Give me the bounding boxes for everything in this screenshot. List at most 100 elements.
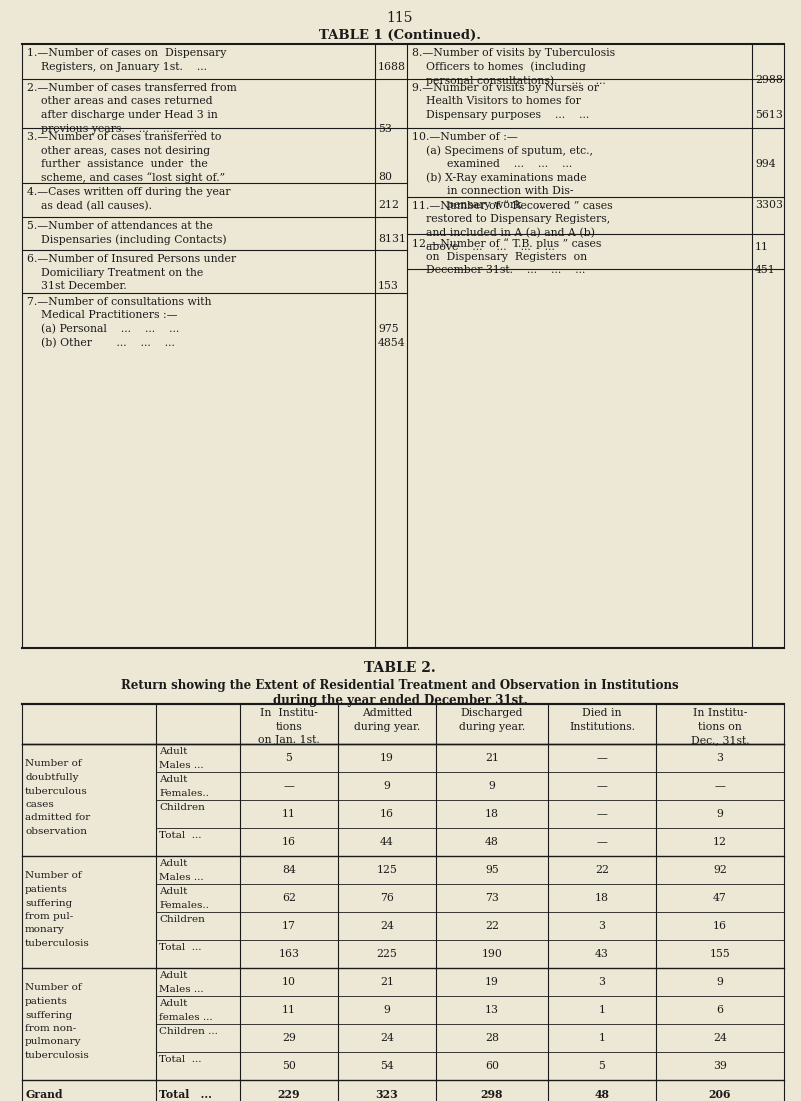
Text: Males ...: Males ... [159, 984, 203, 993]
Text: 9: 9 [717, 977, 723, 986]
Text: 53: 53 [378, 123, 392, 133]
Text: tions on: tions on [698, 721, 742, 731]
Text: —: — [597, 781, 607, 791]
Text: 298: 298 [481, 1089, 503, 1100]
Text: —: — [284, 781, 295, 791]
Text: personal consultations).    ...    ...: personal consultations). ... ... [412, 75, 606, 86]
Text: Children: Children [159, 803, 205, 811]
Text: 22: 22 [595, 865, 609, 875]
Text: 994: 994 [755, 159, 775, 168]
Text: 95: 95 [485, 865, 499, 875]
Text: (a) Specimens of sputum, etc.,: (a) Specimens of sputum, etc., [412, 145, 593, 156]
Text: 80: 80 [378, 173, 392, 183]
Text: Number of: Number of [25, 760, 82, 768]
Text: and included in A (a) and A (b): and included in A (a) and A (b) [412, 228, 595, 238]
Text: 16: 16 [380, 809, 394, 819]
Text: —: — [714, 781, 726, 791]
Text: from non-: from non- [25, 1024, 76, 1033]
Text: from pul-: from pul- [25, 912, 73, 922]
Text: 16: 16 [282, 837, 296, 847]
Text: 206: 206 [709, 1089, 731, 1100]
Text: examined    ...    ...    ...: examined ... ... ... [412, 159, 572, 168]
Text: Dec., 31st.: Dec., 31st. [690, 735, 749, 745]
Text: 4854: 4854 [378, 338, 405, 348]
Text: above    ...    ...    ...    ...: above ... ... ... ... [412, 241, 555, 251]
Text: Number of: Number of [25, 872, 82, 881]
Text: 24: 24 [380, 1033, 394, 1043]
Text: pensary work    ...    ...: pensary work ... ... [412, 199, 570, 209]
Text: Adult: Adult [159, 999, 187, 1009]
Text: on  Dispensary  Registers  on: on Dispensary Registers on [412, 251, 587, 262]
Text: tuberculosis: tuberculosis [25, 939, 90, 948]
Text: 12: 12 [713, 837, 727, 847]
Text: —: — [597, 809, 607, 819]
Text: 21: 21 [485, 753, 499, 763]
Text: Children: Children [159, 915, 205, 924]
Text: 5: 5 [598, 1061, 606, 1071]
Text: Males ...: Males ... [159, 761, 203, 770]
Text: other areas, cases not desiring: other areas, cases not desiring [27, 145, 210, 155]
Text: Number of: Number of [25, 983, 82, 992]
Text: 24: 24 [380, 922, 394, 931]
Text: Officers to homes  (including: Officers to homes (including [412, 62, 586, 72]
Text: 115: 115 [387, 11, 413, 25]
Text: 1: 1 [598, 1033, 606, 1043]
Text: 18: 18 [595, 893, 609, 903]
Text: Children ...: Children ... [159, 1027, 218, 1036]
Text: 31st December.: 31st December. [27, 281, 127, 291]
Text: 50: 50 [282, 1061, 296, 1071]
Text: In Institu-: In Institu- [693, 708, 747, 718]
Text: Return showing the Extent of Residential Treatment and Observation in Institutio: Return showing the Extent of Residential… [121, 679, 678, 693]
Text: 229: 229 [278, 1089, 300, 1100]
Text: 3: 3 [598, 977, 606, 986]
Text: 19: 19 [485, 977, 499, 986]
Text: December 31st.    ...    ...    ...: December 31st. ... ... ... [412, 265, 586, 275]
Text: 8.—Number of visits by Tuberculosis: 8.—Number of visits by Tuberculosis [412, 48, 615, 58]
Text: Adult: Adult [159, 887, 187, 896]
Text: 24: 24 [713, 1033, 727, 1043]
Text: 11.—Number of “ Recovered ” cases: 11.—Number of “ Recovered ” cases [412, 201, 613, 211]
Text: (a) Personal    ...    ...    ...: (a) Personal ... ... ... [27, 324, 179, 335]
Text: Dispensaries (including Contacts): Dispensaries (including Contacts) [27, 235, 227, 246]
Text: 2.—Number of cases transferred from: 2.—Number of cases transferred from [27, 83, 237, 92]
Text: 225: 225 [376, 949, 397, 959]
Text: 6: 6 [717, 1005, 723, 1015]
Text: 48: 48 [485, 837, 499, 847]
Text: 21: 21 [380, 977, 394, 986]
Text: 125: 125 [376, 865, 397, 875]
Text: Adult: Adult [159, 775, 187, 784]
Text: Died in: Died in [582, 708, 622, 718]
Text: In  Institu-: In Institu- [260, 708, 318, 718]
Text: cases: cases [25, 800, 54, 809]
Text: 1688: 1688 [378, 62, 406, 72]
Text: patients: patients [25, 998, 68, 1006]
Text: 190: 190 [481, 949, 502, 959]
Text: 3303: 3303 [755, 199, 783, 209]
Text: Medical Practitioners :—: Medical Practitioners :— [27, 310, 178, 320]
Text: TABLE 1 (Continued).: TABLE 1 (Continued). [319, 29, 481, 42]
Text: 212: 212 [378, 200, 399, 210]
Text: 19: 19 [380, 753, 394, 763]
Text: admitted for: admitted for [25, 814, 91, 822]
Text: 6.—Number of Insured Persons under: 6.—Number of Insured Persons under [27, 254, 236, 264]
Text: 3.—Number of cases transferred to: 3.—Number of cases transferred to [27, 132, 221, 142]
Text: 9: 9 [384, 1005, 390, 1015]
Text: 43: 43 [595, 949, 609, 959]
Text: after discharge under Head 3 in: after discharge under Head 3 in [27, 110, 218, 120]
Text: 9: 9 [489, 781, 496, 791]
Text: suffering: suffering [25, 1011, 72, 1020]
Text: scheme, and cases “lost sight of.”: scheme, and cases “lost sight of.” [27, 173, 225, 183]
Text: Health Visitors to homes for: Health Visitors to homes for [412, 97, 581, 107]
Text: 29: 29 [282, 1033, 296, 1043]
Text: 60: 60 [485, 1061, 499, 1071]
Text: doubtfully: doubtfully [25, 773, 78, 782]
Text: 975: 975 [378, 324, 399, 334]
Text: Domiciliary Treatment on the: Domiciliary Treatment on the [27, 268, 203, 277]
Text: on Jan. 1st.: on Jan. 1st. [258, 735, 320, 745]
Text: 5613: 5613 [755, 110, 783, 120]
Text: 323: 323 [376, 1089, 398, 1100]
Text: 62: 62 [282, 893, 296, 903]
Text: Adult: Adult [159, 746, 187, 756]
Text: pulmonary: pulmonary [25, 1037, 82, 1046]
Text: Grand: Grand [25, 1089, 62, 1100]
